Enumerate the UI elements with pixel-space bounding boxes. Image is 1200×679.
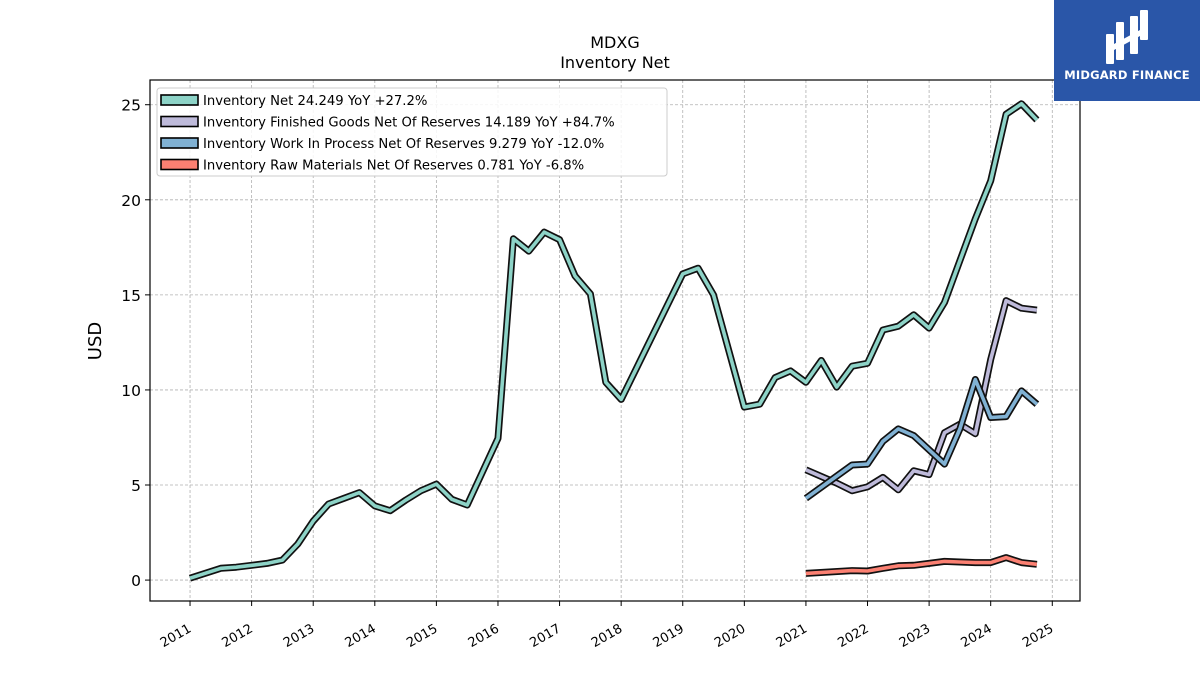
- plot-frame: [149, 79, 1081, 602]
- legend-swatch: [160, 94, 199, 106]
- y-tick-label: 5: [131, 477, 141, 495]
- legend-swatch: [160, 115, 199, 128]
- logo-icon: [1106, 10, 1148, 64]
- x-tick-label: 2020: [712, 621, 748, 651]
- legend: Inventory Net 24.249 YoY +27.2% Inventory…: [156, 87, 668, 177]
- brand-logo: MIDGARD FINANCE: [1054, 0, 1200, 101]
- series-line-3: [804, 377, 1039, 500]
- y-tick-label: 25: [121, 97, 141, 115]
- plot-area: [188, 100, 1040, 582]
- x-tick-label: 2017: [527, 621, 563, 651]
- x-tick-label: 2022: [835, 621, 871, 651]
- series-outline: [804, 297, 1038, 495]
- y-tick-label: 20: [121, 192, 141, 210]
- x-tick-label: 2016: [466, 621, 502, 651]
- x-tick-label: 2021: [774, 621, 810, 651]
- x-tick-label: 2019: [651, 621, 687, 651]
- x-tick-label: 2024: [959, 621, 995, 651]
- chart-subtitle: Inventory Net: [560, 53, 670, 72]
- x-tick-label: 2014: [343, 621, 379, 651]
- series-line-1: [189, 102, 1039, 580]
- legend-box: [156, 87, 668, 177]
- series-line-4: [805, 555, 1038, 576]
- y-tick-label: 10: [121, 382, 141, 400]
- chart-title: MDXG: [590, 33, 639, 52]
- y-axis-label: USD: [85, 322, 106, 360]
- series-outline: [803, 376, 1040, 502]
- y-tick-label: 15: [121, 287, 141, 305]
- series-line-2: [805, 298, 1038, 493]
- legend-item-label: Inventory Work In Process Net Of Reserve…: [203, 137, 604, 152]
- legend-item-label: Inventory Finished Goods Net Of Reserves…: [203, 116, 615, 131]
- x-tick-label: 2013: [281, 621, 317, 651]
- legend-item-label: Inventory Net 24.249 YoY +27.2%: [203, 94, 427, 109]
- x-tick-label: 2018: [589, 621, 625, 651]
- x-tick-label: 2012: [219, 621, 255, 651]
- legend-swatch: [160, 137, 199, 149]
- x-tick-label: 2011: [158, 621, 194, 651]
- brand-name: MIDGARD FINANCE: [1064, 68, 1190, 82]
- legend-swatch: [160, 158, 199, 171]
- x-tick-label: 2023: [897, 621, 933, 651]
- x-tick-label: 2015: [404, 621, 440, 651]
- y-tick-label: 0: [131, 572, 141, 590]
- x-tick-label: 2025: [1020, 621, 1056, 651]
- legend-item-label: Inventory Raw Materials Net Of Reserves …: [203, 159, 584, 174]
